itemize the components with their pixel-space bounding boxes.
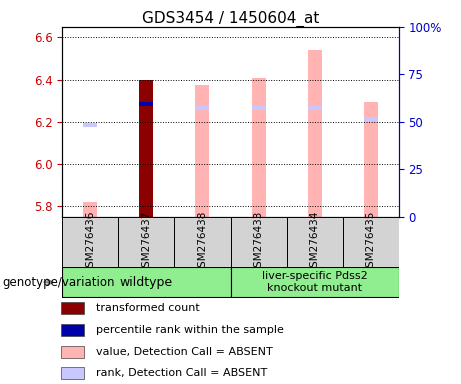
Bar	[139, 102, 154, 106]
Text: GSM276433: GSM276433	[254, 210, 264, 274]
Text: GSM276436: GSM276436	[85, 210, 95, 274]
Bar	[174, 217, 230, 267]
Bar	[195, 106, 209, 110]
Text: percentile rank within the sample: percentile rank within the sample	[96, 325, 284, 335]
Bar	[139, 79, 154, 217]
Bar	[61, 302, 83, 314]
Text: wildtype: wildtype	[120, 276, 173, 289]
Text: liver-specific Pdss2
knockout mutant: liver-specific Pdss2 knockout mutant	[262, 271, 367, 293]
Bar	[62, 217, 118, 267]
Bar	[364, 117, 378, 121]
Bar	[230, 268, 399, 297]
Bar	[343, 217, 399, 267]
Bar	[307, 106, 322, 110]
Text: genotype/variation: genotype/variation	[2, 276, 115, 289]
Bar	[61, 324, 83, 336]
Text: rank, Detection Call = ABSENT: rank, Detection Call = ABSENT	[96, 368, 267, 378]
Text: value, Detection Call = ABSENT: value, Detection Call = ABSENT	[96, 347, 272, 357]
Bar	[61, 346, 83, 358]
Bar	[307, 50, 322, 217]
Bar	[195, 85, 209, 217]
Bar	[118, 217, 174, 267]
Bar	[83, 202, 97, 217]
Bar	[230, 217, 287, 267]
Bar	[61, 367, 83, 379]
Bar	[252, 78, 266, 217]
Text: transformed count: transformed count	[96, 303, 200, 313]
Bar	[364, 102, 378, 217]
Text: GDS3454 / 1450604_at: GDS3454 / 1450604_at	[142, 11, 319, 27]
Text: GSM276435: GSM276435	[366, 210, 376, 274]
Bar	[62, 268, 230, 297]
Bar	[252, 106, 266, 110]
Text: GSM276437: GSM276437	[142, 210, 151, 274]
Text: GSM276434: GSM276434	[310, 210, 319, 274]
Bar	[83, 123, 97, 127]
Bar	[287, 217, 343, 267]
Text: GSM276438: GSM276438	[197, 210, 207, 274]
